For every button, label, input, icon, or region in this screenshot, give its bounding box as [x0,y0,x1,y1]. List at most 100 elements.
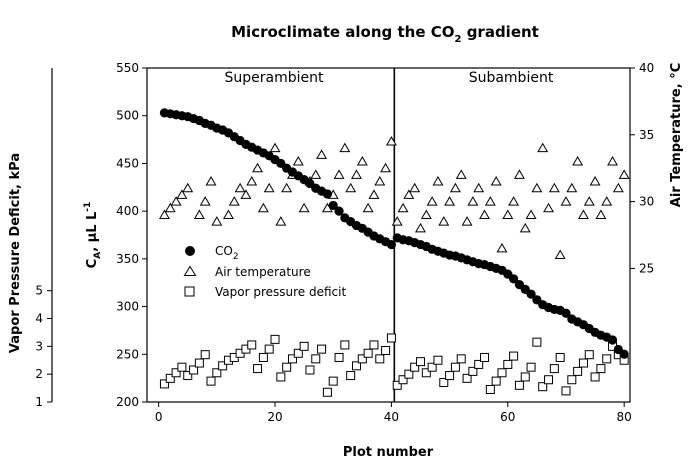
vpd-tick-label: 2 [35,367,43,381]
vpd-point [351,361,361,371]
vpd-point [171,368,181,378]
temperature-point [234,182,246,193]
temperature-point [496,242,508,253]
x-tick-label: 0 [155,410,163,424]
vpd-point [247,340,257,350]
temperature-point [461,216,473,226]
vpd-point [497,368,507,378]
temperature-point [455,169,467,179]
vpd-point [183,371,193,381]
vpd-point [439,378,449,388]
temperature-point [607,156,619,166]
vpd-point [421,368,431,378]
temperature-point [519,222,531,233]
vpd-point [602,354,612,364]
legend-vpd-marker [184,286,195,297]
temperature-point [479,209,490,219]
panel-label-superambient: Superambient [225,70,324,86]
temperature-point [502,209,514,219]
vpd-point [584,350,594,360]
co2-point [607,335,618,345]
temperature-point [415,222,426,233]
vpd-point [258,352,268,362]
temperature-point [484,196,496,206]
left-tick-label: 550 [116,61,139,75]
temperature-point [263,182,275,193]
temperature-point [228,196,240,206]
vpd-point [293,348,303,358]
temperature-point [380,162,392,173]
left-tick-label: 350 [116,252,139,266]
vpd-point [404,369,414,379]
x-tick-label: 40 [384,410,399,424]
temperature-point [345,182,357,193]
temperature-point [589,176,601,186]
vpd-point [305,365,315,375]
temperature-point [362,202,374,213]
vpd-point [474,359,484,369]
vpd-point [503,359,513,369]
vpd-point [392,380,402,390]
temperature-point [182,182,194,193]
temperature-point [577,209,589,219]
temperature-point [246,176,258,186]
temperature-point [566,182,578,193]
vpd-point [468,366,478,376]
temperature-point [548,182,560,193]
vpd-point [346,371,356,381]
temperature-point [176,189,188,199]
temperature-point [333,169,345,179]
vpd-point [433,355,443,365]
right-tick-label: 25 [639,261,654,275]
left-tick-label: 400 [116,204,139,218]
vpd-point [276,372,286,382]
panel-label-subambient: Subambient [469,70,554,86]
right-y-axis: 25 30 35 40 [630,61,654,275]
vpd-point [520,372,530,382]
vpd-point [270,334,280,344]
temperature-point [595,209,607,219]
vpd-point [369,340,379,350]
vpd-tick-label: 5 [35,284,43,298]
temperature-point [601,196,613,206]
vpd-point [450,362,460,372]
vpd-point [317,344,327,354]
series-air-temperature [158,135,630,260]
left-tick-label: 200 [116,395,139,409]
vpd-point [165,373,175,383]
vpd-point [381,346,391,356]
vpd-point [311,354,321,364]
temperature-point [310,169,322,179]
temperature-point [368,189,380,199]
temperature-point [223,209,234,219]
vpd-point [509,351,519,361]
series-co2 [159,108,629,359]
vpd-point [590,372,600,382]
temperature-point [298,202,310,213]
vpd-point [555,352,565,362]
x-tick-label: 20 [267,410,282,424]
vpd-point [549,364,559,374]
vpd-tick-label: 4 [35,312,43,326]
plot-frame [146,67,631,403]
temperature-point [193,209,205,219]
temperature-point [490,176,502,186]
vpd-tick-label: 3 [35,339,43,353]
temperature-point [554,249,566,260]
vpd-point [177,362,187,372]
vpd-point [538,382,548,392]
vpd-point [218,361,228,371]
temperature-point [508,196,520,206]
vpd-point [340,340,350,350]
temperature-point [618,169,630,179]
temperature-point [391,216,403,226]
temperature-point [403,189,415,199]
temperature-point [252,162,264,173]
left-tick-label: 450 [116,156,139,170]
vpd-point [282,362,292,372]
temperature-point [420,209,432,219]
temperature-point [531,182,543,193]
temperature-point [269,142,281,153]
legend: CO2 Air temperature Vapor pressure defic… [183,244,346,299]
